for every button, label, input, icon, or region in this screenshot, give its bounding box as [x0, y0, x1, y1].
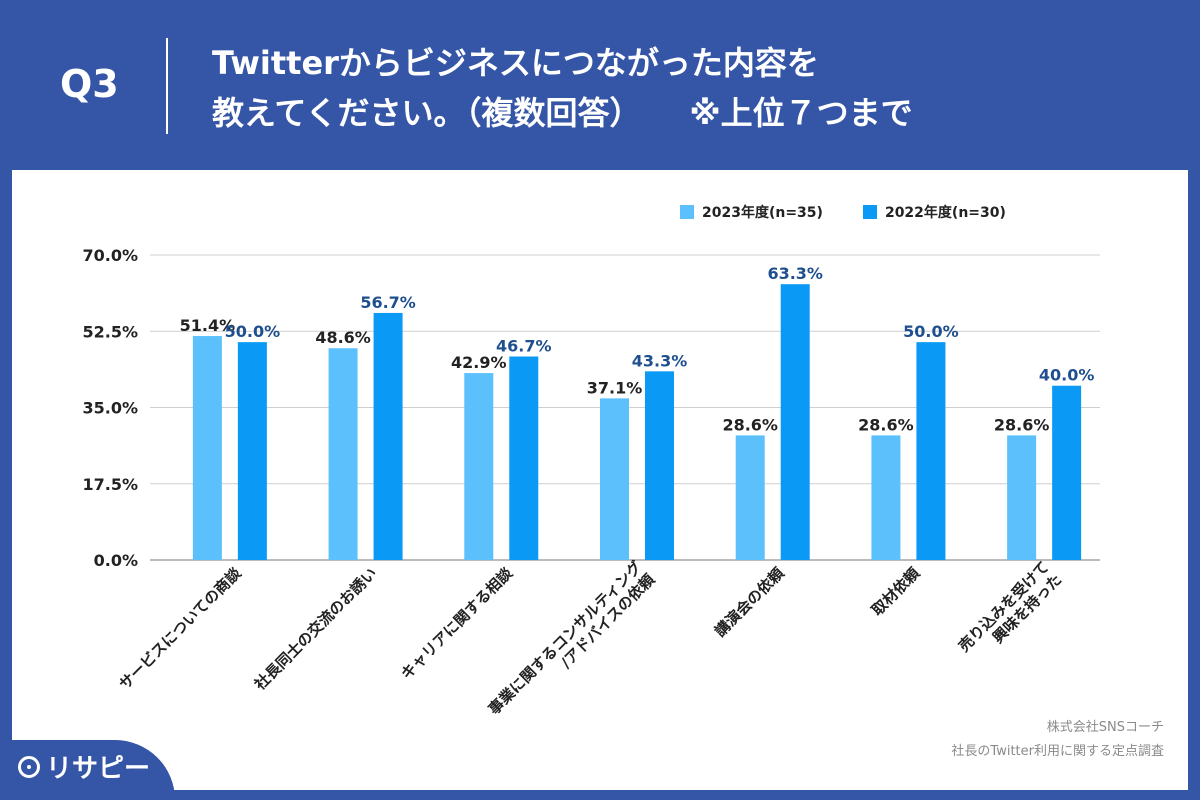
data-label: 42.9% — [451, 353, 507, 372]
x-category-label-line: 社長同士の交流のお誘い — [250, 564, 380, 694]
x-category-label-line: サービスについての商談 — [116, 563, 246, 693]
legend-item-2022: 2022年度(n=30) — [862, 202, 1006, 222]
pin-icon — [18, 755, 40, 778]
x-category-label: サービスについての商談 — [116, 563, 246, 693]
bar — [735, 435, 765, 560]
x-category-label: 事業に関するコンサルティング/アドバイスの依頼 — [485, 557, 659, 731]
brand-logo: リサピー — [18, 748, 150, 785]
page-title: Twitterからビジネスにつながった内容を 教えてください。（複数回答） ※上位… — [212, 38, 913, 138]
bar — [509, 356, 539, 560]
bar — [237, 342, 267, 560]
data-label: 28.6% — [722, 415, 778, 434]
y-tick-label: 0.0% — [94, 551, 138, 570]
title-line-2: 教えてください。（複数回答） ※上位７つまで — [212, 88, 913, 138]
legend-label-2022: 2022年度(n=30) — [884, 205, 1006, 221]
x-category-label-line: 講演会の依頼 — [711, 563, 788, 640]
bar — [1052, 385, 1082, 560]
legend-swatch-2023 — [680, 205, 694, 219]
title-note: ※上位７つまで — [689, 94, 913, 132]
data-label: 28.6% — [994, 415, 1050, 434]
data-label: 63.3% — [767, 264, 823, 283]
bar — [192, 336, 222, 560]
legend-item-2023: 2023年度(n=35) — [680, 202, 823, 222]
source-credit: 株式会社SNSコーチ 社長のTwitter利用に関する定点調査 — [951, 716, 1164, 764]
chart-legend: 2023年度(n=35) 2022年度(n=30) — [680, 202, 1006, 222]
x-category-label: 講演会の依頼 — [711, 563, 788, 640]
bar — [600, 398, 629, 560]
title-line-2-text: 教えてください。（複数回答） — [212, 94, 642, 132]
y-tick-label: 35.0% — [82, 399, 138, 418]
bar — [373, 312, 403, 560]
x-category-label: 売り込みを受けて興味を持った — [955, 558, 1065, 668]
data-label: 37.1% — [587, 378, 643, 397]
legend-label-2023: 2023年度(n=35) — [702, 205, 823, 221]
data-label: 40.0% — [1039, 366, 1095, 385]
data-label: 43.3% — [632, 351, 688, 370]
legend-swatch-2022 — [862, 205, 877, 219]
header-banner: Q3 Twitterからビジネスにつながった内容を 教えてください。（複数回答）… — [0, 0, 1200, 170]
logo-text: リサピー — [46, 754, 151, 784]
question-number: Q3 — [60, 62, 119, 106]
data-label: 56.7% — [360, 293, 416, 312]
data-label: 50.0% — [903, 322, 959, 341]
x-category-label-line: キャリアに関する相談 — [397, 563, 517, 683]
y-tick-label: 70.0% — [82, 246, 138, 265]
credit-survey: 社長のTwitter利用に関する定点調査 — [951, 744, 1164, 759]
header-divider — [166, 38, 168, 134]
x-category-label: 社長同士の交流のお誘い — [250, 564, 380, 694]
bar — [464, 373, 494, 560]
bar — [328, 348, 358, 560]
y-tick-label: 17.5% — [82, 475, 138, 494]
data-label: 28.6% — [858, 415, 914, 434]
data-label: 48.6% — [315, 328, 371, 347]
bar — [916, 342, 946, 560]
data-label: 51.4% — [180, 316, 236, 335]
bar — [780, 284, 810, 560]
y-tick-label: 52.5% — [82, 322, 138, 341]
bar — [645, 371, 674, 560]
data-label: 50.0% — [225, 322, 281, 341]
title-line-1: Twitterからビジネスにつながった内容を — [212, 44, 819, 82]
bar — [1007, 435, 1037, 560]
bar — [871, 435, 901, 560]
x-category-label: キャリアに関する相談 — [397, 563, 517, 683]
x-category-label: 取材依頼 — [868, 563, 924, 619]
data-label: 46.7% — [496, 337, 552, 356]
credit-company: 株式会社SNSコーチ — [1046, 720, 1164, 735]
x-category-label-line: 取材依頼 — [868, 563, 924, 619]
